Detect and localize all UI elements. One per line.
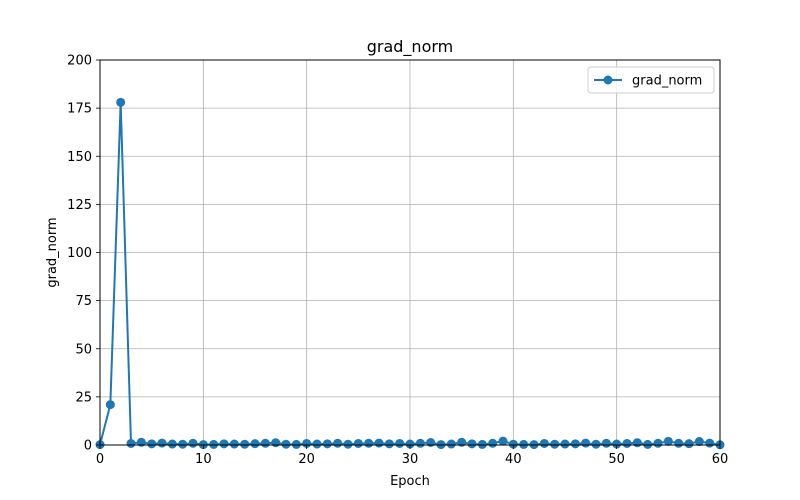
x-tick-label: 30 (402, 452, 419, 467)
data-point (116, 97, 126, 107)
data-point (601, 438, 611, 448)
y-tick-label: 175 (67, 102, 92, 117)
y-tick-label: 100 (67, 246, 92, 261)
data-point (281, 439, 291, 449)
x-tick-label: 0 (96, 452, 104, 467)
data-point (353, 438, 363, 448)
data-point (374, 438, 384, 448)
x-tick-label: 60 (712, 452, 729, 467)
data-point (178, 439, 188, 449)
x-axis-title: Epoch (390, 474, 430, 489)
data-point (167, 439, 177, 449)
data-point (157, 438, 167, 448)
data-point (508, 439, 518, 449)
data-point (415, 438, 425, 448)
data-point (612, 439, 622, 449)
data-point (322, 439, 332, 449)
data-point (632, 438, 642, 448)
data-point (622, 438, 632, 448)
data-point (333, 438, 343, 448)
data-point (260, 438, 270, 448)
y-tick-label: 150 (67, 150, 92, 165)
data-point (705, 438, 715, 448)
legend-label: grad_norm (632, 74, 702, 89)
data-point (519, 439, 529, 449)
chart-title: grad_norm (367, 37, 454, 57)
y-axis-title: grad_norm (45, 217, 60, 287)
legend-marker-swatch (603, 75, 613, 85)
data-point (302, 438, 312, 448)
y-tick-label: 125 (67, 198, 92, 213)
data-point (395, 438, 405, 448)
data-point (570, 439, 580, 449)
data-point (240, 439, 250, 449)
data-point (643, 439, 653, 449)
y-tick-label: 200 (67, 54, 92, 69)
data-point (229, 439, 239, 449)
data-point (250, 439, 260, 449)
y-tick-label: 0 (84, 439, 92, 454)
data-point (653, 438, 663, 448)
tick-layer: 0 10 20 30 40 50 60 0 25 50 75 100 125 150 175 200 (67, 54, 728, 468)
legend-box (587, 66, 715, 94)
data-point (591, 439, 601, 449)
x-tick-label: 40 (505, 452, 522, 467)
data-point (364, 438, 374, 448)
data-point (126, 438, 136, 448)
data-point (560, 439, 570, 449)
data-point (488, 438, 498, 448)
data-point (271, 438, 281, 448)
data-point (105, 400, 115, 410)
data-point (684, 439, 694, 449)
data-point (498, 436, 508, 446)
data-point (581, 438, 591, 448)
y-tick-label: 75 (75, 294, 92, 309)
x-tick-label: 20 (298, 452, 315, 467)
data-point (477, 439, 487, 449)
data-point (674, 438, 684, 448)
y-tick-label: 50 (75, 342, 92, 357)
data-point (694, 437, 704, 447)
data-point (426, 437, 436, 447)
data-point (550, 439, 560, 449)
legend: grad_norm (587, 66, 715, 94)
x-tick-label: 50 (608, 452, 625, 467)
data-point (384, 439, 394, 449)
data-point (446, 439, 456, 449)
data-point (291, 439, 301, 449)
data-point (663, 436, 673, 446)
data-point (343, 439, 353, 449)
y-tick-label: 25 (75, 390, 92, 405)
data-point (209, 439, 219, 449)
data-point (219, 439, 229, 449)
data-point (467, 439, 477, 449)
data-point (539, 438, 549, 448)
data-point (405, 439, 415, 449)
data-point (312, 439, 322, 449)
data-point (147, 439, 157, 449)
x-tick-label: 10 (195, 452, 212, 467)
data-point (188, 438, 198, 448)
